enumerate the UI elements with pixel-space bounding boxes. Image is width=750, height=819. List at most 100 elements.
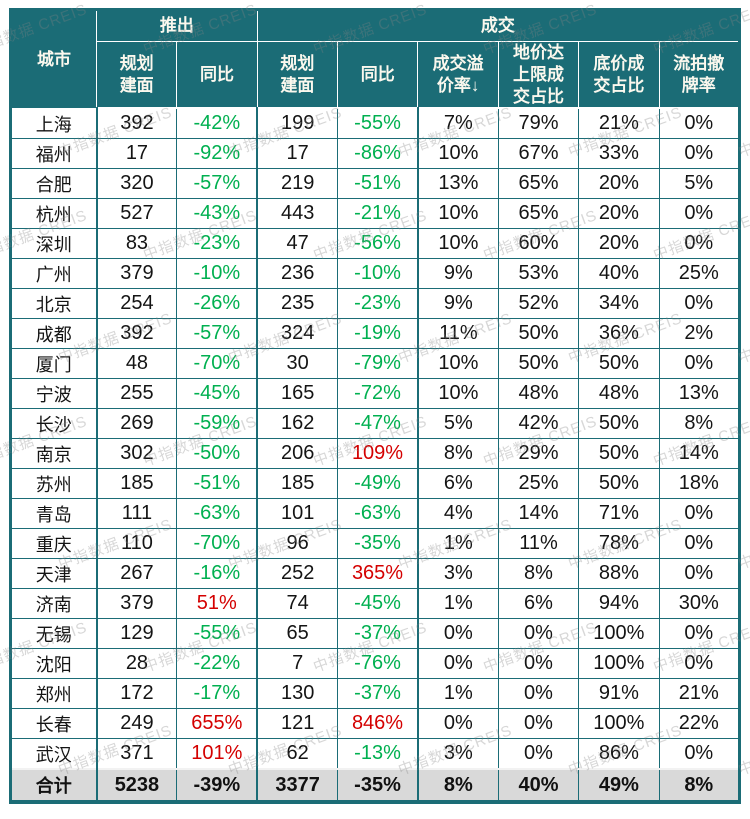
header-launch-yoy: 同比 [176, 41, 258, 110]
table-row: 成都 392 -57% 324 -19% 11% 50% 36% 2% [9, 318, 741, 350]
value-cell: -43% [176, 198, 259, 230]
header-sub-row: 规划 建面 同比 规划 建面 同比 成交溢 价率↓ 地价达 上限成 交占比 底价… [11, 41, 741, 110]
value-cell: 109% [337, 438, 419, 470]
value-cell: 10% [417, 198, 499, 230]
value-cell: -23% [337, 288, 419, 320]
value-cell: 0% [658, 348, 741, 380]
value-cell: -35% [337, 528, 419, 560]
value-cell: -55% [337, 107, 419, 140]
value-cell: 30% [658, 588, 741, 620]
value-cell: 34% [578, 288, 660, 320]
value-cell: 206 [256, 438, 339, 470]
value-cell: -63% [337, 498, 419, 530]
value-cell: 235 [256, 288, 339, 320]
city-cell: 南京 [9, 438, 98, 470]
value-cell: -26% [176, 288, 259, 320]
value-cell: -63% [176, 498, 259, 530]
value-cell: 13% [417, 168, 499, 200]
value-cell: 50% [497, 318, 580, 350]
value-cell: 50% [578, 408, 660, 440]
header-trans-planned-area: 规划 建面 [256, 41, 339, 110]
value-cell: 0% [497, 648, 580, 680]
city-cell: 北京 [9, 288, 98, 320]
value-cell: 52% [497, 288, 580, 320]
value-cell: 100% [578, 618, 660, 650]
value-cell: -16% [176, 558, 259, 590]
table-body: 上海 392 -42% 199 -55% 7% 79% 21% 0% 福州 17 -92% 17 -86%… [9, 107, 741, 770]
value-cell: 25% [497, 468, 580, 500]
value-cell: 10% [417, 348, 499, 380]
value-cell: -79% [337, 348, 419, 380]
value-cell: 0% [658, 618, 741, 650]
value-cell: 14% [658, 438, 741, 470]
value-cell: 443 [256, 198, 339, 230]
value-cell: 65 [256, 618, 339, 650]
table-row: 福州 17 -92% 17 -86% 10% 67% 33% 0% [9, 138, 741, 170]
value-cell: 4% [417, 498, 499, 530]
total-value: -39% [176, 768, 259, 803]
header-floor-price-share: 底价成 交占比 [578, 41, 660, 110]
value-cell: 121 [256, 708, 339, 740]
value-cell: 53% [497, 258, 580, 290]
city-cell: 武汉 [9, 738, 98, 770]
table-row: 郑州 172 -17% 130 -37% 1% 0% 91% 21% [9, 678, 741, 710]
value-cell: 78% [578, 528, 660, 560]
value-cell: 5% [658, 168, 741, 200]
table-row: 厦门 48 -70% 30 -79% 10% 50% 50% 0% [9, 348, 741, 380]
table-row: 广州 379 -10% 236 -10% 9% 53% 40% 25% [9, 258, 741, 290]
value-cell: -17% [176, 678, 259, 710]
city-cell: 合肥 [9, 168, 98, 200]
value-cell: -56% [337, 228, 419, 260]
value-cell: 67% [497, 138, 580, 170]
value-cell: 79% [497, 107, 580, 140]
value-cell: 29% [497, 438, 580, 470]
value-cell: 379 [96, 258, 178, 290]
table-row: 沈阳 28 -22% 7 -76% 0% 0% 100% 0% [9, 648, 741, 680]
value-cell: 47 [256, 228, 339, 260]
value-cell: 18% [658, 468, 741, 500]
value-cell: 74 [256, 588, 339, 620]
value-cell: 94% [578, 588, 660, 620]
value-cell: 185 [96, 468, 178, 500]
city-cell: 苏州 [9, 468, 98, 500]
value-cell: -13% [337, 738, 419, 770]
value-cell: 48% [497, 378, 580, 410]
value-cell: 162 [256, 408, 339, 440]
value-cell: 10% [417, 378, 499, 410]
value-cell: 254 [96, 288, 178, 320]
table-row: 深圳 83 -23% 47 -56% 10% 60% 20% 0% [9, 228, 741, 260]
value-cell: 22% [658, 708, 741, 740]
value-cell: 165 [256, 378, 339, 410]
value-cell: 365% [337, 558, 419, 590]
value-cell: 0% [658, 288, 741, 320]
value-cell: 71% [578, 498, 660, 530]
value-cell: 7 [256, 648, 339, 680]
value-cell: 0% [658, 138, 741, 170]
header-group-launch: 推出 [96, 9, 258, 42]
value-cell: -70% [176, 348, 259, 380]
total-value: 49% [578, 768, 660, 803]
header-group-transaction: 成交 [256, 9, 741, 42]
value-cell: -49% [337, 468, 419, 500]
value-cell: 10% [417, 228, 499, 260]
value-cell: 0% [497, 678, 580, 710]
value-cell: 0% [658, 558, 741, 590]
value-cell: 3% [417, 738, 499, 770]
value-cell: 50% [497, 348, 580, 380]
table-row: 无锡 129 -55% 65 -37% 0% 0% 100% 0% [9, 618, 741, 650]
value-cell: -86% [337, 138, 419, 170]
value-cell: 88% [578, 558, 660, 590]
value-cell: 1% [417, 678, 499, 710]
table-row: 长春 249 655% 121 846% 0% 0% 100% 22% [9, 708, 741, 740]
value-cell: 86% [578, 738, 660, 770]
value-cell: 0% [497, 708, 580, 740]
value-cell: 0% [658, 228, 741, 260]
city-cell: 宁波 [9, 378, 98, 410]
value-cell: 392 [96, 318, 178, 350]
table-row: 南京 302 -50% 206 109% 8% 29% 50% 14% [9, 438, 741, 470]
value-cell: 50% [578, 438, 660, 470]
value-cell: 236 [256, 258, 339, 290]
value-cell: 100% [578, 648, 660, 680]
value-cell: 129 [96, 618, 178, 650]
